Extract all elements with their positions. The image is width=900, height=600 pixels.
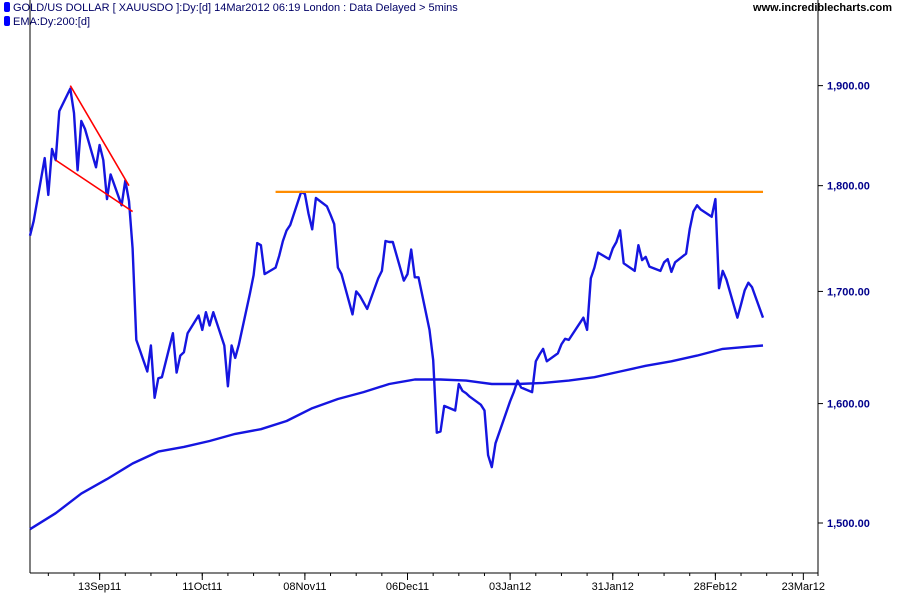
legend-price-text: GOLD/US DOLLAR [ XAUUSDO ]:Dy:[d] 14Mar2… bbox=[13, 2, 458, 14]
x-tick-label: 08Nov11 bbox=[283, 581, 326, 593]
y-tick-label: 1,500.00 bbox=[827, 518, 870, 530]
x-tick-label: 06Dec11 bbox=[386, 581, 429, 593]
legend-price: GOLD/US DOLLAR [ XAUUSDO ]:Dy:[d] 14Mar2… bbox=[4, 2, 458, 14]
y-tick-label: 1,900.00 bbox=[827, 81, 870, 93]
gold-price-line bbox=[28, 87, 765, 469]
trendline-1 bbox=[69, 85, 130, 187]
y-tick-label: 1,700.00 bbox=[827, 286, 870, 298]
legend-ema-text: EMA:Dy:200:[d] bbox=[13, 16, 91, 28]
trendline-2 bbox=[55, 159, 134, 213]
x-tick-label: 03Jan12 bbox=[489, 581, 531, 593]
y-tick-label: 1,600.00 bbox=[827, 399, 870, 411]
x-tick-label: 11Oct11 bbox=[182, 581, 222, 593]
ema-200-line bbox=[29, 344, 764, 531]
x-tick-label: 13Sep11 bbox=[78, 581, 121, 593]
x-tick-label: 28Feb12 bbox=[694, 581, 737, 593]
legend-ema: EMA:Dy:200:[d] bbox=[4, 16, 90, 28]
legend-price-swatch bbox=[4, 2, 10, 12]
x-tick-label: 31Jan12 bbox=[592, 581, 634, 593]
legend-ema-swatch bbox=[4, 16, 10, 26]
watermark: www.incrediblecharts.com bbox=[753, 2, 892, 14]
y-tick-label: 1,800.00 bbox=[827, 181, 870, 193]
x-tick-label: 23Mar12 bbox=[782, 581, 825, 593]
